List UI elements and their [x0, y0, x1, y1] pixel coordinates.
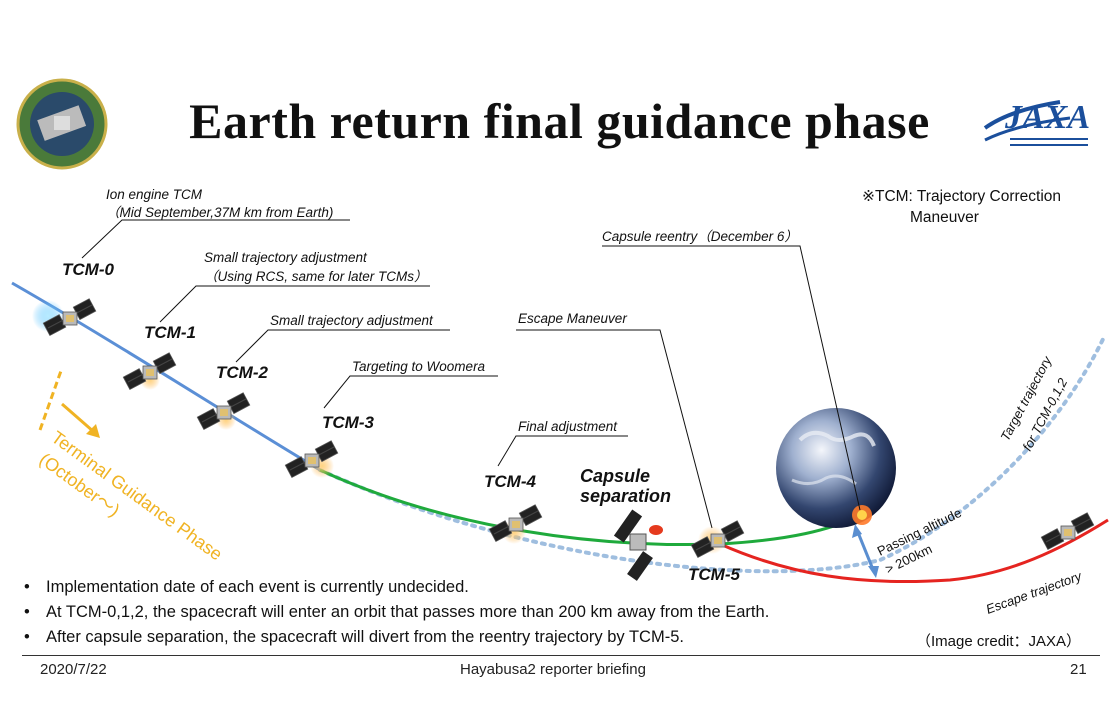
svg-text:JAXA: JAXA [1004, 99, 1090, 136]
tcm4-desc: Final adjustment [518, 419, 618, 434]
image-credit: （Image credit：JAXA） [916, 633, 1082, 650]
tcm4-label: TCM-4 [484, 472, 536, 491]
spacecraft-tcm5-icon [690, 520, 745, 559]
tcm5-label: TCM-5 [688, 565, 740, 584]
tcm3-desc: Targeting to Woomera [352, 359, 486, 374]
footer-divider [22, 655, 1100, 656]
bullet-symbol: • [24, 578, 30, 596]
terminal-phase-label-1: Terminal Guidance Phase [48, 427, 227, 564]
tcm1-desc-1: Small trajectory adjustment [204, 250, 368, 265]
terminal-phase-arrow-icon [61, 402, 100, 438]
bullet-text: Implementation date of each event is cur… [46, 578, 469, 596]
tcm-definition-note: ※TCM: Trajectory Correction Maneuver [862, 186, 1061, 228]
spacecraft-capsule-separation-icon [613, 509, 663, 581]
capsule-separation-label-1: Capsule [580, 466, 650, 486]
bullet-symbol: • [24, 603, 30, 621]
tcm3-label: TCM-3 [322, 413, 374, 432]
spacecraft-tcm0-icon [32, 298, 97, 337]
tcm5-desc: Escape Maneuver [518, 311, 627, 326]
spacecraft-tcm3-icon [284, 440, 339, 479]
terminal-phase-dash-line [38, 367, 64, 431]
spacecraft-tcm4-icon [488, 504, 543, 544]
bullet-text: At TCM-0,1,2, the spacecraft will enter … [46, 603, 770, 621]
passing-altitude-arrow-icon [852, 524, 879, 578]
tcm2-label: TCM-2 [216, 363, 268, 382]
bullet-list: • Implementation date of each event is cu… [24, 575, 769, 650]
escape-trajectory-path [719, 518, 1109, 584]
footer-page-number: 21 [1070, 661, 1087, 678]
spacecraft-tcm2-icon [196, 392, 251, 431]
leader-lines [81, 219, 861, 529]
bullet-item: • After capsule separation, the spacecraf… [24, 625, 769, 650]
jaxa-logo-icon: JAXA [983, 99, 1090, 146]
reentry-trajectory-path [319, 468, 863, 547]
tcm0-desc-2: （Mid September,37M km from Earth) [106, 205, 333, 220]
footer-date: 2020/7/22 [40, 661, 107, 678]
bullet-symbol: • [24, 628, 30, 646]
tcm1-label: TCM-1 [144, 323, 196, 342]
tcm2-desc: Small trajectory adjustment [270, 313, 434, 328]
reentry-desc: Capsule reentry（December 6） [602, 229, 798, 244]
hayabusa2-emblem-icon [16, 78, 108, 170]
bullet-text: After capsule separation, the spacecraft… [46, 628, 684, 646]
footer-event: Hayabusa2 reporter briefing [460, 661, 646, 678]
escape-trajectory-label: Escape trajectory [984, 568, 1085, 617]
bullet-item: • Implementation date of each event is cu… [24, 575, 769, 600]
bullet-item: • At TCM-0,1,2, the spacecraft will enter… [24, 600, 769, 625]
tcm1-desc-2: （Using RCS, same for later TCMs） [204, 269, 428, 284]
capsule-separation-label-2: separation [580, 486, 671, 506]
tcm0-label: TCM-0 [62, 260, 114, 279]
tcm0-desc-1: Ion engine TCM [106, 187, 203, 202]
note-line-2: Maneuver [910, 209, 979, 226]
slide-title: Earth return final guidance phase [189, 93, 930, 149]
spacecraft-tcm1-icon [122, 352, 177, 391]
earth-icon [776, 408, 896, 528]
note-line-1: ※TCM: Trajectory Correction [862, 188, 1062, 205]
